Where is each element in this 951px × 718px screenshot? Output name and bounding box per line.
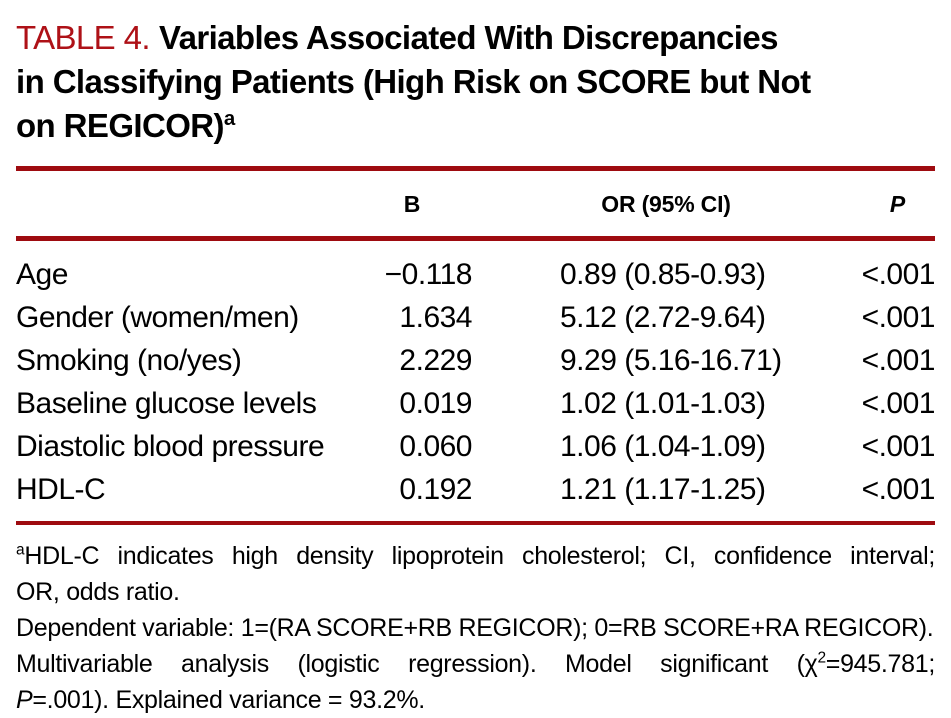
- cell-p-value: <.001: [861, 473, 936, 506]
- table-header-row: B OR (95% CI) P: [16, 171, 935, 236]
- footnote-abbreviations-2: OR, odds ratio.: [16, 578, 180, 606]
- cell-variable: Smoking (no/yes): [16, 344, 242, 377]
- cell-b: 1.634: [399, 301, 472, 334]
- title-footnote-marker: a: [223, 107, 235, 130]
- table-number-label: TABLE 4.: [16, 19, 151, 56]
- title-text-3: on REGICOR): [16, 107, 224, 144]
- table-row: Diastolic blood pressure 0.060 1.06 (1.0…: [16, 425, 936, 468]
- cell-b: 0.060: [399, 430, 472, 463]
- header-p-value: P: [889, 191, 905, 217]
- footnote-text: =945.781;: [825, 650, 936, 678]
- table-row: Smoking (no/yes) 2.229 9.29 (5.16-16.71)…: [16, 339, 936, 382]
- divider-header: [16, 236, 935, 241]
- table-row: Baseline glucose levels 0.019 1.02 (1.01…: [16, 382, 936, 425]
- cell-variable: Age: [16, 258, 68, 291]
- cell-variable: Diastolic blood pressure: [16, 430, 325, 463]
- table-row: Age −0.118 0.89 (0.85-0.93) <.001: [16, 253, 936, 296]
- chi-squared-exponent: 2: [817, 649, 826, 667]
- header-b: B: [403, 191, 421, 217]
- cell-p-value: <.001: [861, 344, 936, 377]
- cell-b: 0.019: [399, 387, 472, 420]
- table-row: HDL-C 0.192 1.21 (1.17-1.25) <.001: [16, 468, 936, 511]
- title-line-1: TABLE 4. Variables Associated With Discre…: [16, 16, 935, 60]
- footnote-dependent-variable: Dependent variable: 1=(RA SCORE+RB REGIC…: [16, 614, 934, 642]
- footnote-abbreviations-1: aHDL-C indicates high density lipoprotei…: [16, 538, 935, 574]
- footnote-explained-variance: P=.001). Explained variance = 93.2%.: [16, 682, 935, 718]
- cell-or-ci: 1.21 (1.17-1.25): [560, 473, 766, 506]
- title-line-3: on REGICOR)a: [16, 104, 935, 148]
- table-row: Gender (women/men) 1.634 5.12 (2.72-9.64…: [16, 296, 936, 339]
- cell-p-value: <.001: [861, 301, 936, 334]
- cell-or-ci: 9.29 (5.16-16.71): [560, 344, 782, 377]
- cell-variable: HDL-C: [16, 473, 106, 506]
- table-body: Age −0.118 0.89 (0.85-0.93) <.001 Gender…: [16, 241, 936, 521]
- cell-b: −0.118: [384, 258, 473, 291]
- cell-or-ci: 0.89 (0.85-0.93): [560, 258, 766, 291]
- cell-p-value: <.001: [861, 258, 936, 291]
- footnote-text: HDL-C indicates high density lipoprotein…: [24, 542, 935, 570]
- cell-p-value: <.001: [861, 430, 936, 463]
- cell-variable: Baseline glucose levels: [16, 387, 317, 420]
- footnote-marker: a: [16, 541, 25, 559]
- divider-top: [16, 166, 935, 171]
- p-value-symbol: P: [16, 686, 33, 714]
- divider-bottom: [16, 521, 935, 525]
- cell-or-ci: 1.02 (1.01-1.03): [560, 387, 766, 420]
- title-line-2: in Classifying Patients (High Risk on SC…: [16, 63, 811, 100]
- table-title: TABLE 4. Variables Associated With Discre…: [16, 16, 935, 148]
- cell-or-ci: 1.06 (1.04-1.09): [560, 430, 766, 463]
- cell-b: 0.192: [399, 473, 472, 506]
- footnote-text: =.001). Explained variance = 93.2%.: [32, 686, 425, 714]
- table-footnotes: aHDL-C indicates high density lipoprotei…: [16, 538, 935, 718]
- title-text-1: Variables Associated With Discrepancies: [158, 19, 778, 56]
- cell-p-value: <.001: [861, 387, 936, 420]
- cell-b: 2.229: [399, 344, 472, 377]
- cell-variable: Gender (women/men): [16, 301, 299, 334]
- header-or-ci: OR (95% CI): [601, 191, 731, 217]
- footnote-text: Multivariable analysis (logistic regress…: [16, 650, 818, 678]
- footnote-model-significance: Multivariable analysis (logistic regress…: [16, 646, 935, 682]
- cell-or-ci: 5.12 (2.72-9.64): [560, 301, 766, 334]
